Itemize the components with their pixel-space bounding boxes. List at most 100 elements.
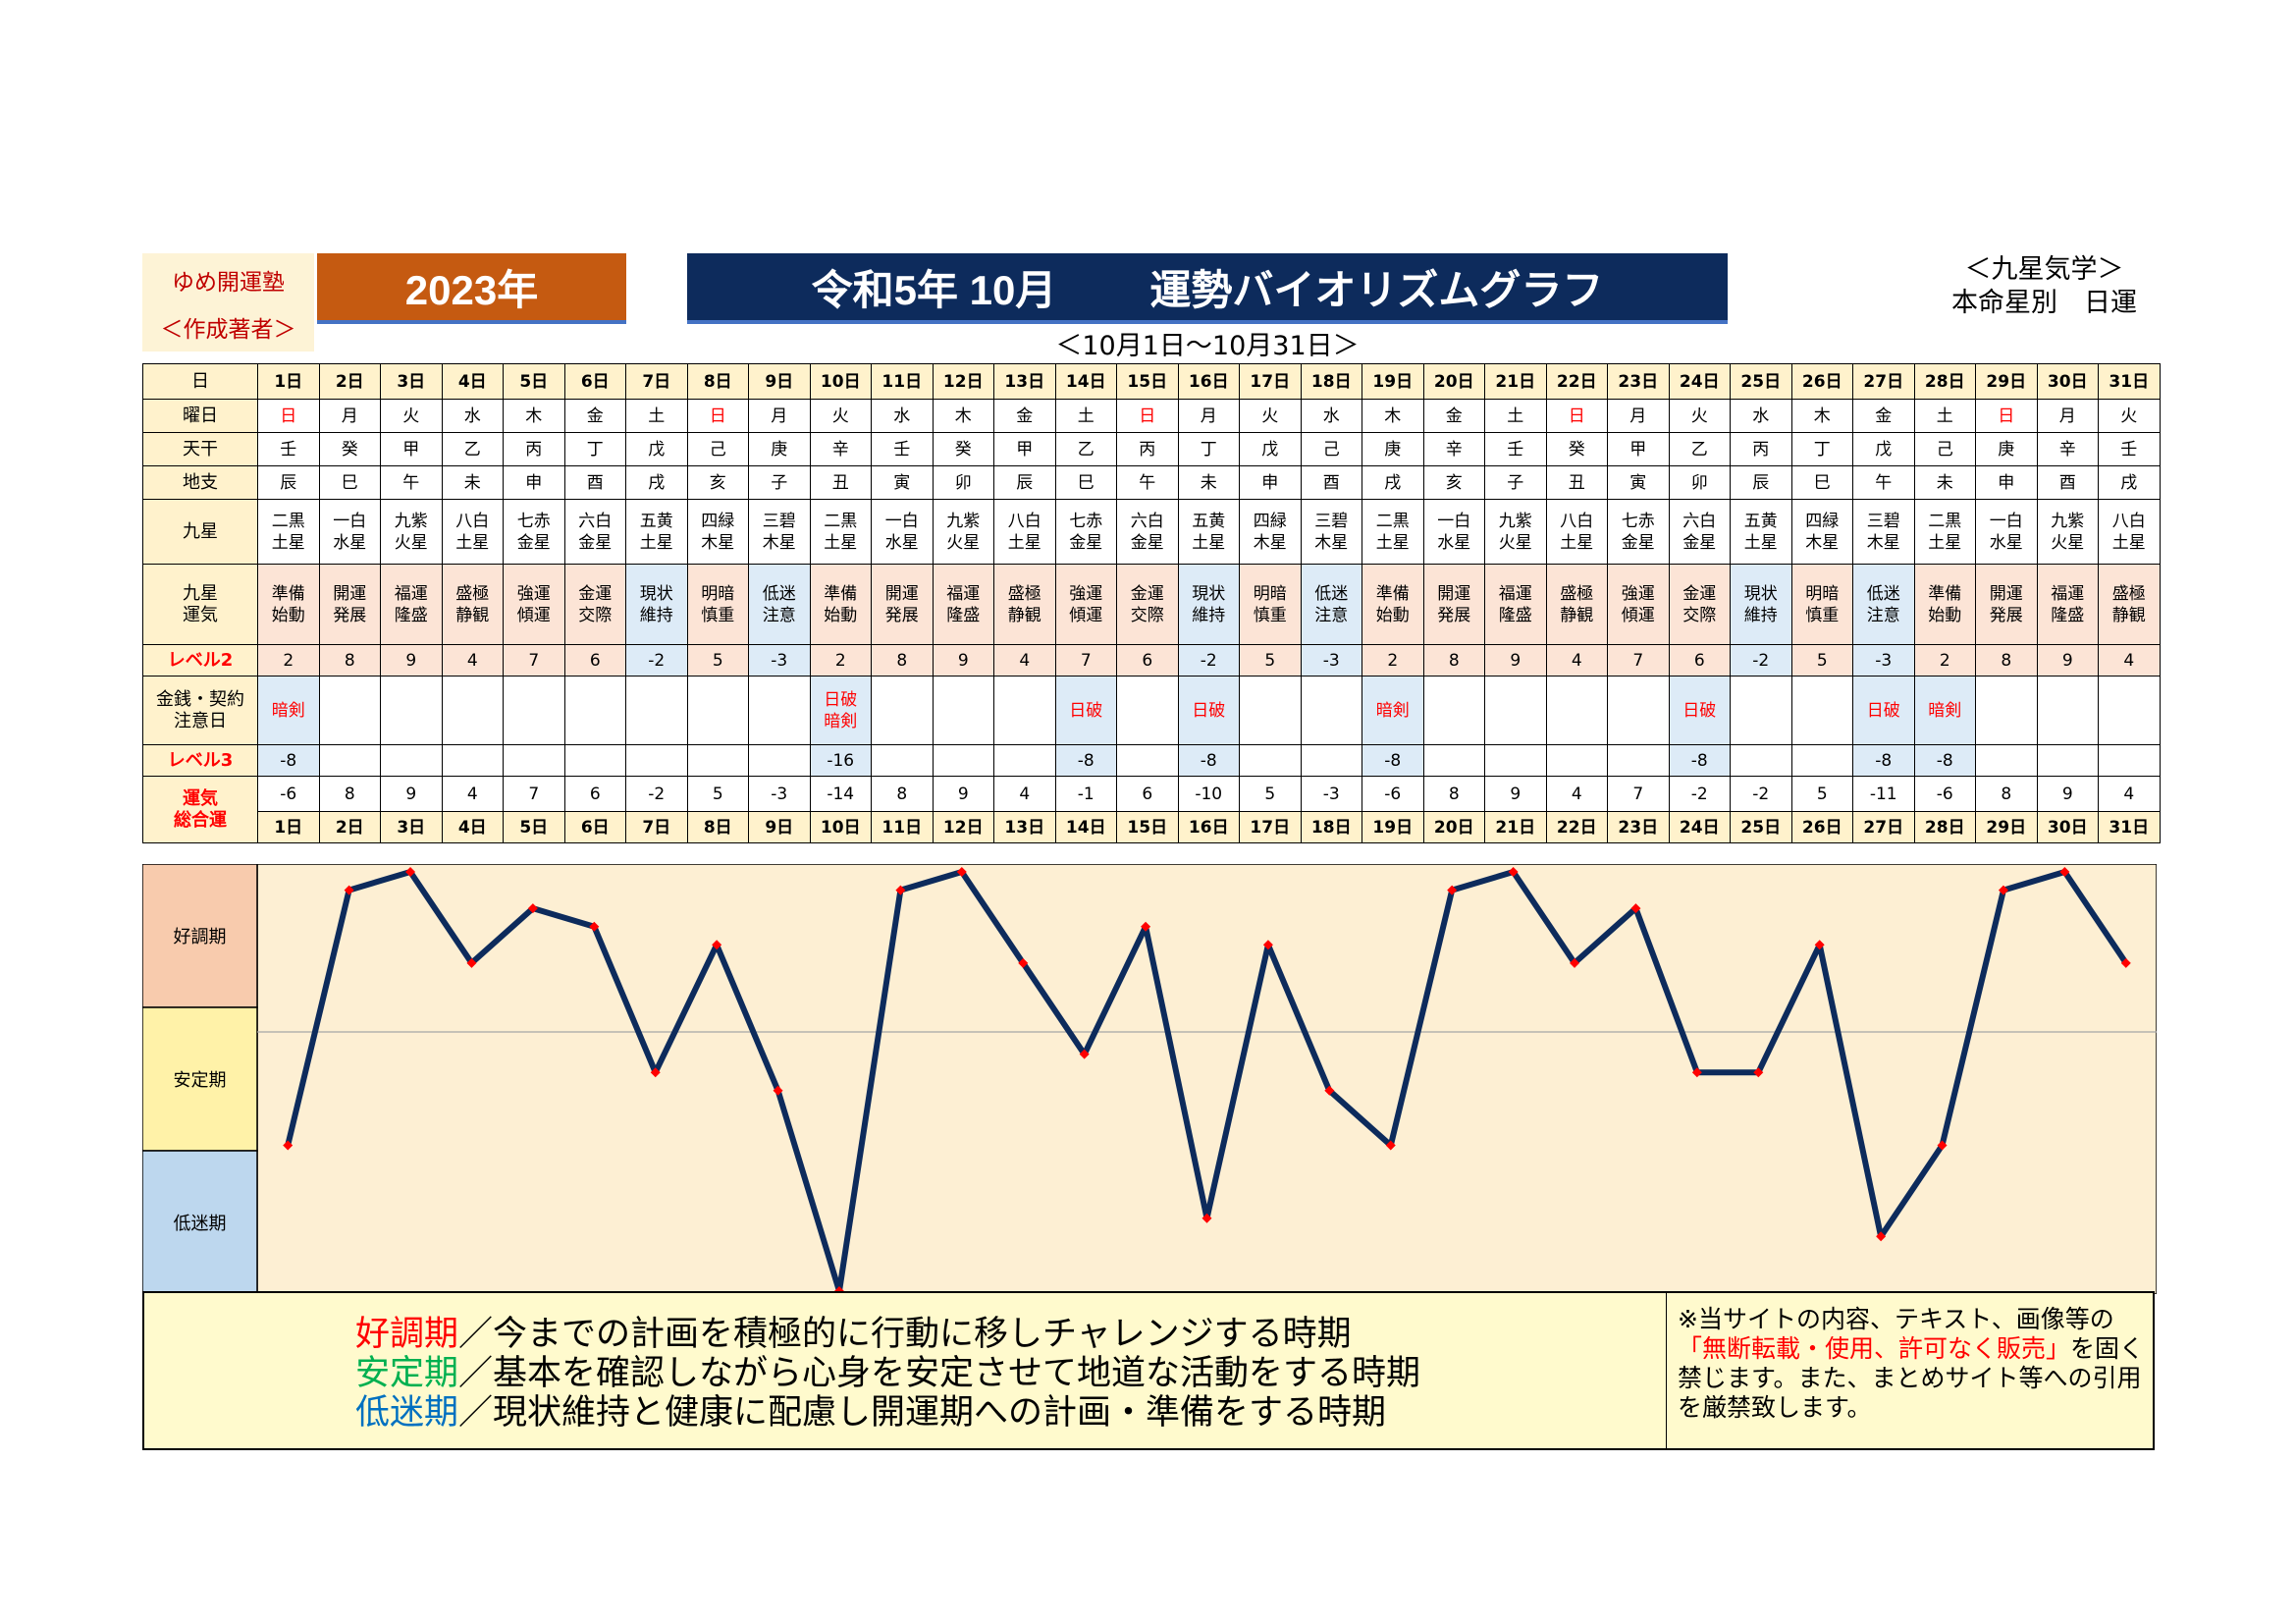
cell-text-day: 11日 bbox=[881, 817, 923, 838]
cell-level2: 4 bbox=[993, 644, 1056, 677]
cell-level3 bbox=[1790, 744, 1853, 777]
cell-day: 4日 bbox=[441, 363, 504, 400]
cell-caution bbox=[1239, 676, 1302, 745]
cell-text-day: 8日 bbox=[703, 371, 732, 392]
cell-text-star2: 土星 bbox=[1743, 532, 1778, 553]
cell-text-stem: 戊 bbox=[648, 439, 666, 460]
source-line1: ＜九星気学＞ bbox=[1964, 254, 2124, 285]
cell-weekday: 木 bbox=[503, 399, 565, 433]
cell-total: 9 bbox=[932, 776, 994, 812]
cell-text-star1: 三碧 bbox=[762, 511, 796, 531]
cell-level2: 8 bbox=[1422, 644, 1485, 677]
cell-caution bbox=[1730, 676, 1792, 745]
cell-text-star1: 七赤 bbox=[1621, 511, 1655, 531]
cell-star: 七赤 金星 bbox=[1054, 499, 1117, 565]
cell-text-fortune1: 盛極 bbox=[455, 583, 490, 604]
cell-text-star2: 土星 bbox=[2111, 532, 2146, 553]
cell-day: 1日 bbox=[257, 363, 320, 400]
cell-star: 三碧 木星 bbox=[1852, 499, 1915, 565]
cell-text-branch: 巳 bbox=[1077, 472, 1095, 493]
cell-day: 24日 bbox=[1668, 363, 1731, 400]
cell-stem: 庚 bbox=[1362, 432, 1424, 466]
brand-box: ゆめ開運塾 ＜作成著者＞ bbox=[142, 253, 314, 352]
cell-text-branch: 未 bbox=[1200, 472, 1217, 493]
cell-text-weekday: 水 bbox=[1322, 406, 1340, 426]
data-point bbox=[1998, 885, 2008, 895]
row-weekday: 曜日 日 月 火 水 木 金 土 日 月 火 水 木 金 土 日 月 火 水 木 金 土 日 月 火 水 木 金 土 日 月 火 bbox=[142, 399, 2161, 433]
cell-weekday: 火 bbox=[380, 399, 443, 433]
cell-day2: 30日 bbox=[2036, 811, 2099, 843]
cell-total: 5 bbox=[1239, 776, 1302, 812]
notice-red: 「無断転載・使用、許可なく販売」 bbox=[1678, 1334, 2071, 1363]
cell-text-level3: -8 bbox=[1936, 750, 1953, 771]
cell-text-star1: 三碧 bbox=[1314, 511, 1349, 531]
cell-weekday: 水 bbox=[1730, 399, 1792, 433]
cell-caution bbox=[625, 676, 688, 745]
cell-text-level2: 4 bbox=[1019, 650, 1031, 671]
cell-text-fortune1: 盛極 bbox=[1560, 583, 1594, 604]
cell-fortune: 福運 隆盛 bbox=[380, 564, 443, 645]
cell-level3: -8 bbox=[1852, 744, 1915, 777]
cell-text-star2: 水星 bbox=[333, 532, 367, 553]
cell-text-weekday: 火 bbox=[402, 406, 420, 426]
legend-stable-text: ／基本を確認しながら心身を安定させて地道な活動をする時期 bbox=[458, 1354, 1421, 1393]
cell-text-level2: 6 bbox=[589, 650, 601, 671]
cell-level2: 2 bbox=[809, 644, 872, 677]
cell-text-day: 5日 bbox=[519, 817, 549, 838]
cell-text-fortune1: 現状 bbox=[639, 583, 673, 604]
cell-branch: 未 bbox=[1913, 465, 1976, 500]
cell-text-stem: 乙 bbox=[463, 439, 481, 460]
cell-text-star1: 六白 bbox=[578, 511, 613, 531]
cell-star: 八白 土星 bbox=[993, 499, 1056, 565]
cell-fortune: 明暗 慎重 bbox=[1790, 564, 1853, 645]
cell-star: 七赤 金星 bbox=[1607, 499, 1670, 565]
cell-text-total: -14 bbox=[827, 784, 855, 804]
cell-day2: 13日 bbox=[993, 811, 1056, 843]
cell-text-day: 28日 bbox=[1924, 817, 1965, 838]
cell-fortune: 低迷 注意 bbox=[748, 564, 811, 645]
cell-text-total: -6 bbox=[1384, 784, 1402, 804]
cell-day2: 14日 bbox=[1054, 811, 1117, 843]
cell-level3: -8 bbox=[257, 744, 320, 777]
notice-part1: ※当サイトの内容、テキスト、画像等の bbox=[1678, 1305, 2114, 1333]
cell-text-total: 8 bbox=[344, 784, 355, 804]
cell-star: 一白 水星 bbox=[1975, 499, 2038, 565]
cell-text-total: -1 bbox=[1077, 784, 1095, 804]
cell-day2: 7日 bbox=[625, 811, 688, 843]
cell-text-star2: 土星 bbox=[1560, 532, 1594, 553]
row-label-text: 九星 bbox=[183, 520, 218, 542]
cell-text-stem: 乙 bbox=[1077, 439, 1095, 460]
cell-text-day: 7日 bbox=[642, 817, 671, 838]
cell-weekday: 土 bbox=[1054, 399, 1117, 433]
cell-text-star2: 水星 bbox=[1437, 532, 1471, 553]
cell-total: -3 bbox=[748, 776, 811, 812]
cell-level2: 9 bbox=[1484, 644, 1547, 677]
cell-text-level2: 2 bbox=[1387, 650, 1399, 671]
cell-fortune: 強運 傾運 bbox=[1054, 564, 1117, 645]
cell-day: 6日 bbox=[563, 363, 626, 400]
cell-text-fortune1: 現状 bbox=[1743, 583, 1778, 604]
cell-star: 五黄 土星 bbox=[625, 499, 688, 565]
cell-day: 26日 bbox=[1790, 363, 1853, 400]
cell-level2: -2 bbox=[1730, 644, 1792, 677]
cell-text-star1: 二黒 bbox=[271, 511, 305, 531]
cell-text-total: 4 bbox=[1571, 784, 1582, 804]
row-label-text: レベル3 bbox=[167, 749, 234, 771]
cell-text-day: 23日 bbox=[1618, 817, 1659, 838]
cell-caution bbox=[1116, 676, 1179, 745]
cell-text-star2: 土星 bbox=[271, 532, 305, 553]
cell-fortune: 金運 交際 bbox=[1668, 564, 1731, 645]
zone-stable bbox=[142, 1006, 258, 1152]
cell-text-fortune2: 交際 bbox=[1682, 605, 1717, 625]
cell-level2: 5 bbox=[1790, 644, 1853, 677]
row-label-text: 運気 bbox=[183, 787, 218, 809]
fortune-table: 日 1日 2日 3日 4日 5日 6日 7日 8日 9日 10日 11日 12日 13日 14日 15日 16日… bbox=[142, 363, 2161, 843]
cell-caution: 暗剣 bbox=[257, 676, 320, 745]
cell-text-caution1: 日破 bbox=[1866, 700, 1900, 721]
cell-total: -6 bbox=[1913, 776, 1976, 812]
cell-text-star1: 二黒 bbox=[1928, 511, 1962, 531]
cell-fortune: 現状 維持 bbox=[625, 564, 688, 645]
cell-caution bbox=[748, 676, 811, 745]
cell-text-day: 22日 bbox=[1556, 817, 1597, 838]
cell-text-star1: 四緑 bbox=[1805, 511, 1840, 531]
